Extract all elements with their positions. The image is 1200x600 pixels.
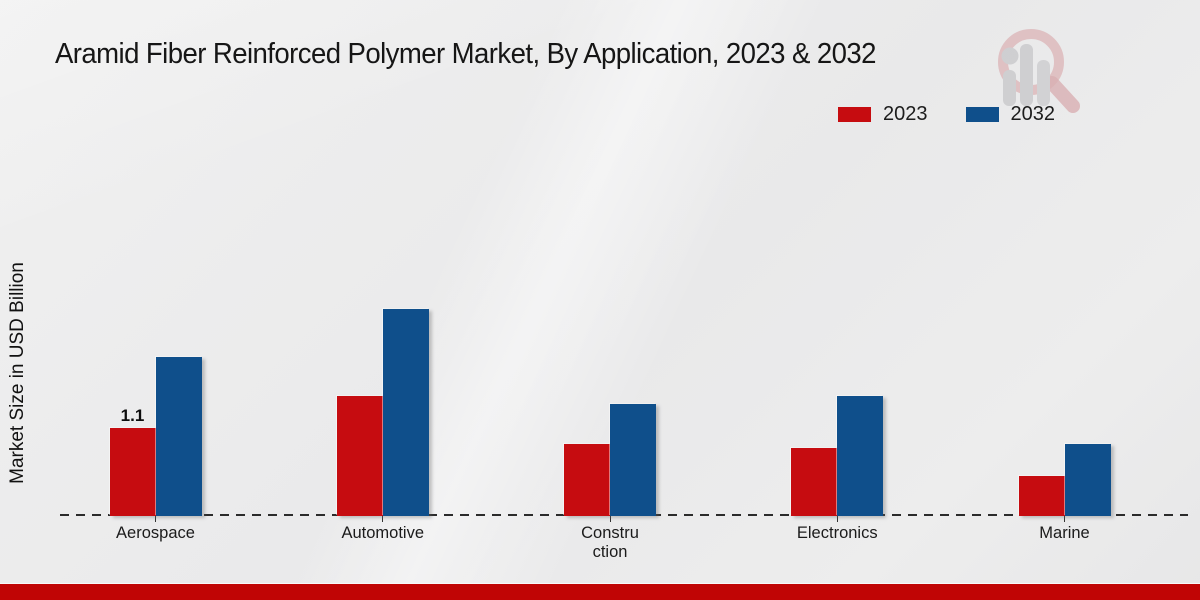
category-label-aerospace: Aerospace xyxy=(116,524,195,542)
bar-2032-automotive xyxy=(382,308,429,516)
y-axis-label: Market Size in USD Billion xyxy=(7,262,28,484)
x-axis-tick xyxy=(836,515,838,522)
bar-2032-marine xyxy=(1064,443,1111,516)
watermark-logo-icon xyxy=(998,29,1080,113)
bar-2023-construction xyxy=(564,443,610,516)
x-axis-tick xyxy=(609,515,611,522)
legend-item-2032: 2032 xyxy=(965,103,1056,126)
chart-title: Aramid Fiber Reinforced Polymer Market, … xyxy=(55,38,876,70)
bar-2032-aerospace xyxy=(155,356,202,516)
legend-swatch-2023 xyxy=(838,107,871,122)
bottom-red-strip xyxy=(0,583,1200,600)
bar-2023-marine xyxy=(1018,475,1065,516)
x-axis-tick xyxy=(1064,515,1065,522)
category-label-marine: Marine xyxy=(1039,524,1090,542)
bar-2023-electronics xyxy=(791,447,838,516)
legend-label: 2023 xyxy=(883,103,928,125)
bar-2032-electronics xyxy=(837,396,884,516)
bar-2023-automotive xyxy=(336,396,383,516)
category-label-construction: Constru ction xyxy=(581,524,639,562)
category-label-electronics: Electronics xyxy=(796,524,878,542)
bar-2023-aerospace xyxy=(109,428,156,516)
x-axis-tick xyxy=(155,515,156,522)
legend-item-2023: 2023 xyxy=(838,103,928,126)
legend-label: 2032 xyxy=(1010,103,1056,125)
legend-swatch-2032 xyxy=(965,107,999,122)
bar-2032-construction xyxy=(610,404,656,516)
category-label-automotive: Automotive xyxy=(341,524,425,542)
legend: 2023 2032 xyxy=(838,103,1055,126)
x-axis-tick xyxy=(382,515,384,522)
bar-value-label: 1.1 xyxy=(120,406,145,426)
